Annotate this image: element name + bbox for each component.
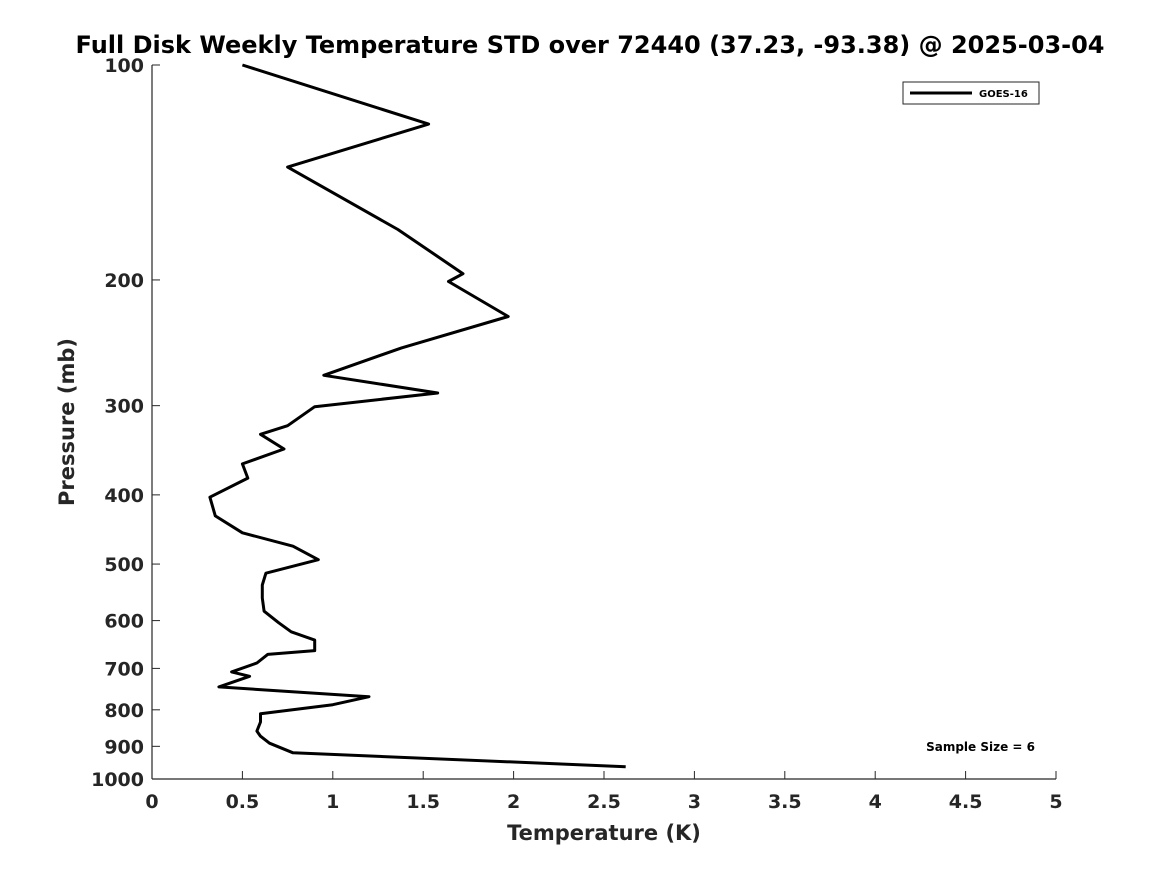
y-tick-label: 200 [104, 270, 144, 292]
series-line-goes16 [208, 63, 626, 769]
legend: GOES-16 [902, 81, 1040, 105]
y-tick-label: 800 [104, 700, 144, 722]
chart-title: Full Disk Weekly Temperature STD over 72… [76, 31, 1105, 59]
x-tick-label: 2 [507, 791, 520, 813]
x-tick-label: 4.5 [949, 791, 983, 813]
x-tick-label: 0 [145, 791, 158, 813]
y-tick-label: 500 [104, 554, 144, 576]
plot-area: 0 0.5 1 1.5 2 2.5 3 3.5 4 4.5 5 100 200 300 400 500 600… [91, 55, 1063, 813]
x-tick-label: 3 [688, 791, 701, 813]
x-axis-label: Temperature (K) [507, 821, 701, 845]
y-tick-label: 1000 [91, 769, 144, 791]
x-tick-label: 0.5 [226, 791, 260, 813]
legend-label: GOES-16 [979, 89, 1028, 100]
y-ticks: 100 200 300 400 500 600 700 800 900 1000 [91, 55, 160, 791]
x-tick-label: 1.5 [406, 791, 440, 813]
y-axis-label: Pressure (mb) [55, 338, 79, 506]
y-tick-label: 400 [104, 485, 144, 507]
x-tick-label: 1 [326, 791, 339, 813]
x-tick-label: 4 [869, 791, 882, 813]
x-tick-label: 2.5 [587, 791, 621, 813]
y-tick-label: 700 [104, 658, 144, 680]
x-tick-label: 3.5 [768, 791, 802, 813]
y-tick-label: 300 [104, 396, 144, 418]
sample-size-annotation: Sample Size = 6 [926, 740, 1035, 754]
y-tick-label: 100 [104, 55, 144, 77]
y-tick-label: 900 [104, 736, 144, 758]
y-tick-label: 600 [104, 611, 144, 633]
x-tick-label: 5 [1049, 791, 1062, 813]
x-ticks: 0 0.5 1 1.5 2 2.5 3 3.5 4 4.5 5 [145, 771, 1063, 813]
